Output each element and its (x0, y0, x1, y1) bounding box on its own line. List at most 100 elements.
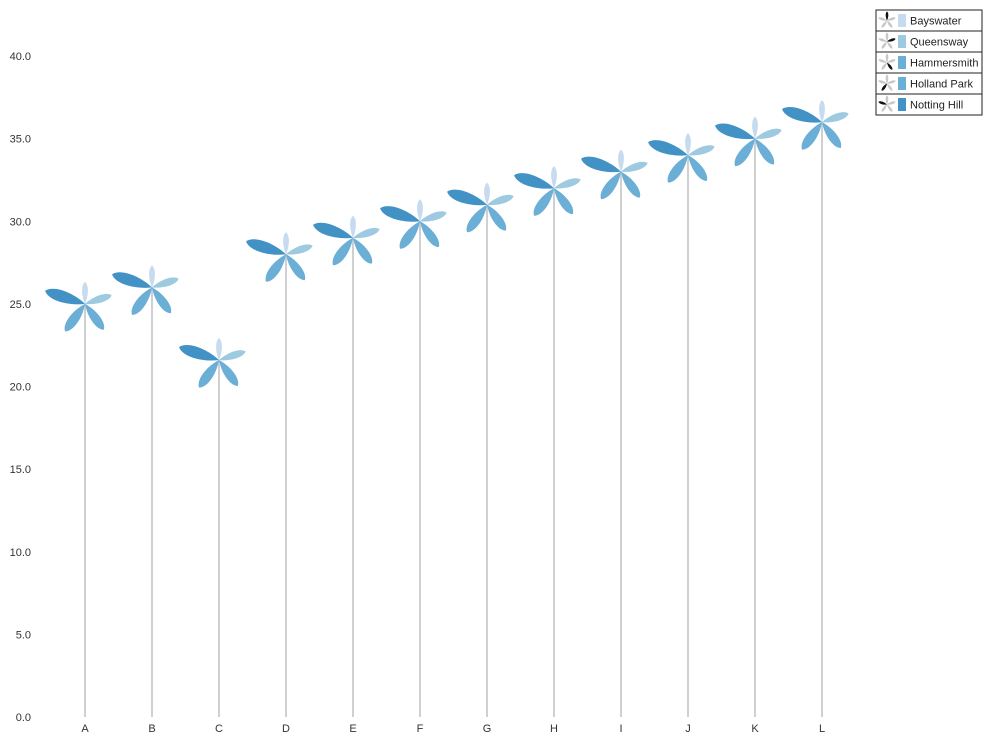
x-tick-label: K (751, 723, 759, 735)
windmill-blade (350, 215, 356, 238)
windmill-L[interactable] (780, 100, 850, 717)
windmill-blade (246, 239, 286, 255)
windmill-blade (752, 116, 758, 139)
windmill-blade (554, 178, 581, 189)
legend-item[interactable]: Hammersmith (875, 51, 983, 74)
windmill-blade (286, 244, 313, 255)
windmill-blade (551, 166, 557, 189)
windmill-blade (822, 112, 849, 123)
windmill-J[interactable] (646, 133, 716, 717)
x-tick-label: A (81, 723, 89, 735)
legend-swatch (898, 35, 906, 48)
y-tick-label: 35.0 (10, 134, 31, 146)
windmill-legend-icon (878, 53, 896, 70)
windmill-blade (149, 265, 155, 288)
windmill-blade (353, 227, 380, 239)
legend-label: Notting Hill (910, 100, 963, 112)
windmill-blade (332, 237, 353, 266)
legend[interactable]: Bayswater Queensway Hammersmith Holland Par… (875, 9, 983, 116)
legend-item[interactable]: Notting Hill (875, 93, 983, 116)
windmill-blade (648, 140, 688, 156)
windmill-blade (688, 145, 715, 156)
windmill-blade (755, 128, 782, 139)
legend-swatch (898, 98, 906, 111)
x-tick-label: H (550, 723, 558, 735)
windmill-blade (667, 155, 688, 183)
windmill-C[interactable] (177, 338, 247, 717)
windmill-H[interactable] (512, 166, 582, 717)
windmill-blade (420, 211, 447, 222)
x-tick-label: B (148, 723, 155, 735)
windmill-legend-icon (878, 11, 896, 28)
y-tick-label: 40.0 (10, 51, 31, 63)
windmill-blade (286, 254, 306, 281)
y-tick-label: 20.0 (10, 382, 31, 394)
windmill-F[interactable] (378, 199, 448, 717)
windmill-E[interactable] (311, 215, 381, 717)
windmill-blade (85, 293, 112, 305)
windmill-legend-icon (878, 74, 896, 91)
windmill-blade (487, 194, 514, 205)
windmill-blade (581, 156, 621, 173)
windmill-blade (216, 338, 222, 361)
windmill-blade (152, 277, 179, 288)
windmill-blade (112, 272, 152, 288)
windmill-K[interactable] (713, 116, 783, 717)
x-tick-label: J (685, 723, 691, 735)
legend-item[interactable]: Queensway (875, 30, 983, 53)
windmill-G[interactable] (445, 182, 515, 717)
windmill-blade (399, 221, 420, 249)
windmill-D[interactable] (244, 232, 314, 717)
windmill-blade (265, 254, 286, 282)
windmill-blade (715, 123, 755, 140)
windmill-B[interactable] (110, 265, 180, 717)
windmill-blade (420, 221, 440, 248)
windmill-blade (82, 281, 88, 304)
legend-label: Holland Park (910, 79, 973, 91)
windmills (43, 100, 850, 717)
y-tick-label: 15.0 (10, 464, 31, 476)
windmill-blade (283, 232, 289, 255)
legend-swatch (898, 14, 906, 27)
y-axis: 0.0 5.0 10.0 15.0 20.0 25.0 30.0 35.0 40.0 (10, 51, 31, 724)
windmill-blade (219, 360, 239, 386)
windmill-blade (685, 133, 691, 156)
windmill-blade (313, 222, 353, 239)
windmill-blade (819, 100, 825, 123)
x-tick-label: I (619, 723, 622, 735)
windmill-blade (554, 188, 574, 215)
legend-item[interactable]: Bayswater (875, 9, 983, 32)
windmill-blade (64, 303, 85, 332)
windmill-blade (198, 360, 219, 388)
windmill-blade (822, 122, 842, 148)
windmill-blade (755, 138, 775, 165)
windmill-blade (447, 189, 487, 206)
windmill-blade (801, 122, 822, 150)
legend-label: Queensway (910, 37, 969, 49)
legend-swatch (898, 77, 906, 90)
windmill-I[interactable] (579, 149, 649, 717)
y-tick-label: 0.0 (16, 712, 31, 724)
legend-label: Bayswater (910, 16, 962, 28)
legend-item[interactable]: Holland Park (875, 72, 983, 95)
x-tick-label: F (417, 723, 424, 735)
windmill-blade (487, 204, 507, 231)
y-tick-label: 5.0 (16, 629, 31, 641)
windmill-blade (179, 344, 219, 361)
windmill-blade (621, 171, 641, 198)
windmill-blade (466, 204, 487, 233)
x-tick-label: G (483, 723, 492, 735)
x-tick-label: L (819, 723, 825, 735)
y-tick-label: 30.0 (10, 216, 31, 228)
windmill-blade (734, 138, 755, 167)
windmill-blade (621, 161, 648, 172)
windmill-blade (533, 188, 554, 216)
windmill-blade (600, 171, 621, 200)
windmill-blade (514, 173, 554, 189)
windmill-A[interactable] (43, 281, 113, 717)
windmill-blade (219, 350, 246, 361)
windmill-blade (85, 303, 105, 330)
windmill-legend-icon (878, 95, 896, 112)
x-tick-label: E (349, 723, 356, 735)
